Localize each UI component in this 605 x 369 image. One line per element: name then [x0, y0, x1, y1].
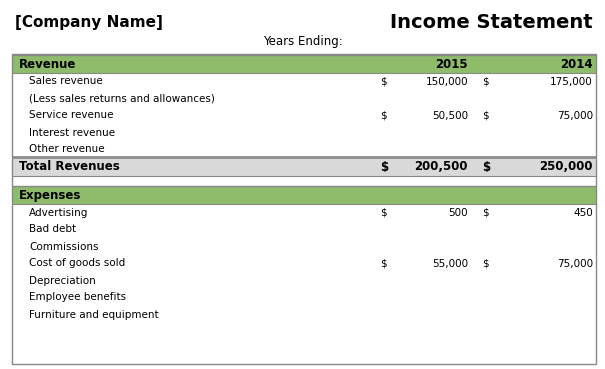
Bar: [12, 158, 596, 176]
Text: Bad debt: Bad debt: [29, 224, 76, 235]
Text: Furniture and equipment: Furniture and equipment: [29, 310, 159, 320]
Text: $: $: [380, 76, 387, 86]
Text: $: $: [380, 110, 387, 121]
Text: 75,000: 75,000: [557, 259, 593, 269]
Bar: [12, 186, 596, 204]
Bar: [12, 54, 596, 364]
Text: Interest revenue: Interest revenue: [29, 128, 115, 138]
Text: 450: 450: [574, 207, 593, 217]
Text: (Less sales returns and allowances): (Less sales returns and allowances): [29, 93, 215, 103]
Text: 55,000: 55,000: [432, 259, 468, 269]
Text: Expenses: Expenses: [19, 189, 82, 201]
Text: Income Statement: Income Statement: [390, 13, 593, 31]
Text: $: $: [482, 161, 490, 173]
Text: $: $: [482, 259, 489, 269]
Text: $: $: [380, 207, 387, 217]
Text: Other revenue: Other revenue: [29, 145, 105, 155]
Text: Advertising: Advertising: [29, 207, 88, 217]
Text: Commissions: Commissions: [29, 241, 99, 252]
Text: 75,000: 75,000: [557, 110, 593, 121]
Text: $: $: [482, 110, 489, 121]
Text: Service revenue: Service revenue: [29, 110, 114, 121]
Text: 50,500: 50,500: [432, 110, 468, 121]
Text: $: $: [380, 259, 387, 269]
Bar: [12, 55, 596, 73]
Text: 2015: 2015: [436, 58, 468, 70]
Text: 2014: 2014: [560, 58, 593, 70]
Text: $: $: [380, 161, 388, 173]
Text: Employee benefits: Employee benefits: [29, 293, 126, 303]
Text: Sales revenue: Sales revenue: [29, 76, 103, 86]
Text: 150,000: 150,000: [425, 76, 468, 86]
Text: Depreciation: Depreciation: [29, 276, 96, 286]
Text: $: $: [482, 76, 489, 86]
Text: 250,000: 250,000: [540, 161, 593, 173]
Text: [Company Name]: [Company Name]: [15, 14, 163, 30]
Text: 500: 500: [448, 207, 468, 217]
Text: $: $: [482, 207, 489, 217]
Text: Years Ending:: Years Ending:: [263, 35, 342, 48]
Text: 175,000: 175,000: [551, 76, 593, 86]
Text: 200,500: 200,500: [414, 161, 468, 173]
Text: Cost of goods sold: Cost of goods sold: [29, 259, 125, 269]
Text: Total Revenues: Total Revenues: [19, 161, 120, 173]
Text: Revenue: Revenue: [19, 58, 76, 70]
